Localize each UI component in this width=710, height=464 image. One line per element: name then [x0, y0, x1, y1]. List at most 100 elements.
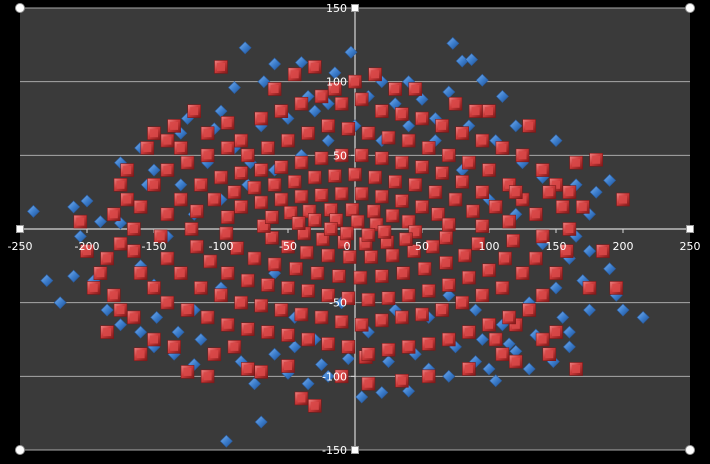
square-point [455, 175, 470, 189]
diamond-point [219, 434, 233, 448]
square-point [287, 175, 302, 189]
square-point [559, 244, 574, 258]
resize-handle-corner[interactable] [15, 445, 25, 455]
square-point [407, 244, 421, 258]
diamond-point [636, 310, 650, 324]
square-point [267, 82, 282, 96]
diamond-point [288, 340, 302, 354]
square-point [316, 232, 330, 247]
square-point [160, 133, 175, 148]
diamond-point [328, 66, 342, 80]
square-point [321, 248, 336, 263]
resize-handle-edge[interactable] [351, 4, 359, 12]
square-point [506, 233, 520, 248]
square-point [194, 281, 208, 295]
square-point [439, 231, 453, 245]
square-point [374, 189, 389, 204]
diamond-point [341, 352, 355, 366]
diamond-point [603, 262, 617, 276]
square-point [455, 126, 470, 141]
resize-handle-corner[interactable] [15, 3, 25, 13]
square-point [475, 185, 490, 199]
square-point [350, 214, 365, 229]
square-point [368, 170, 382, 185]
square-point [361, 126, 376, 141]
square-point [399, 232, 413, 247]
square-point [589, 152, 604, 167]
diamond-point [171, 325, 185, 339]
tick-labels: -250 -200 -150 -100 -50 0 50 100 150 200 250 150 100… [8, 2, 701, 457]
square-point [508, 185, 523, 199]
square-point [475, 133, 490, 148]
square-point [220, 266, 235, 281]
square-point [314, 188, 329, 202]
square-point [127, 222, 141, 236]
square-point [190, 204, 204, 219]
square-point [281, 281, 295, 295]
square-point [522, 303, 537, 317]
square-point [120, 163, 134, 177]
square-point [321, 288, 336, 303]
square-point [261, 325, 275, 339]
square-point [167, 119, 181, 133]
square-point [307, 60, 322, 74]
square-point [495, 347, 510, 362]
square-point [324, 222, 338, 236]
diamond-point [174, 178, 188, 192]
square-point [582, 281, 597, 295]
square-point [203, 254, 218, 269]
square-point [281, 133, 295, 148]
square-point [289, 261, 303, 276]
resize-handle-corner[interactable] [685, 445, 695, 455]
square-point [441, 332, 456, 347]
square-point [441, 217, 456, 232]
square-point [207, 347, 222, 362]
diamond-point [549, 281, 563, 295]
square-point [93, 266, 108, 281]
square-point [307, 170, 322, 185]
square-point [283, 205, 298, 220]
square-point [160, 251, 175, 266]
diamond-point [382, 355, 395, 369]
square-point [435, 303, 449, 317]
diamond-point [442, 288, 456, 302]
square-point [314, 151, 329, 166]
square-point [498, 251, 512, 266]
square-point [274, 192, 289, 207]
resize-handle-edge[interactable] [686, 225, 694, 233]
diamond-point [114, 318, 127, 332]
resize-handle-corner[interactable] [685, 3, 695, 13]
square-point [466, 204, 480, 219]
square-point [421, 369, 436, 384]
square-point [462, 155, 476, 170]
square-point [342, 250, 357, 264]
square-point [462, 325, 476, 339]
resize-handle-edge[interactable] [351, 446, 359, 454]
square-point [374, 104, 389, 118]
square-point [435, 166, 449, 180]
diamond-point [321, 369, 335, 383]
square-point [281, 239, 295, 254]
square-point [401, 340, 416, 354]
square-point [267, 257, 282, 272]
x-tick-label: -100 [209, 240, 234, 253]
square-point [562, 185, 577, 199]
square-point [200, 148, 215, 163]
square-point [575, 200, 590, 214]
resize-handle-edge[interactable] [16, 225, 24, 233]
square-point [230, 241, 244, 255]
x-tick-label: 150 [546, 240, 567, 253]
series-layer [26, 36, 650, 448]
square-point [301, 284, 315, 298]
y-tick-label: -150 [322, 444, 347, 457]
square-point [354, 92, 369, 107]
square-point [254, 163, 268, 177]
square-point [616, 192, 630, 207]
square-point [274, 303, 289, 317]
diamond-point [583, 244, 596, 258]
square-point [408, 178, 423, 192]
square-point [395, 155, 409, 170]
square-point [334, 96, 349, 111]
square-point [234, 200, 248, 214]
